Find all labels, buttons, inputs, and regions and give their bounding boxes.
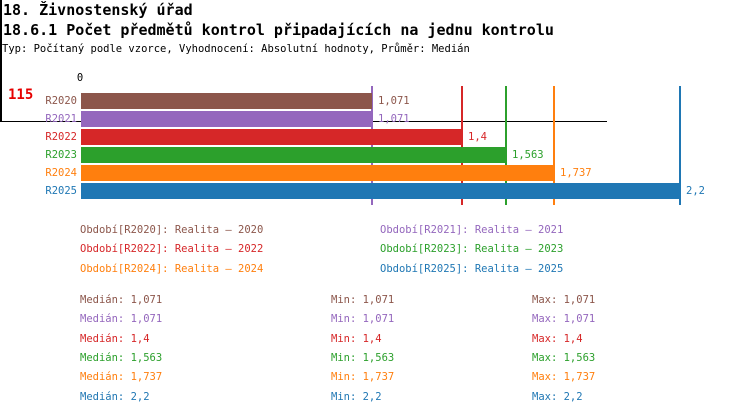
bar [81,111,372,127]
stat-cell-median: Medián: 1,4 [80,333,150,345]
bar [81,147,506,163]
stat-cell-min: Min: 2,2 [331,391,382,403]
bar-category-label: R2024 [45,167,77,179]
value-gridline [553,86,555,205]
legend-item: Období[R2022]: Realita – 2022 [80,243,264,255]
stat-cell-min: Min: 1,737 [331,371,395,383]
stat-cell-median: Medián: 2,2 [80,391,150,403]
bar-value-label: 2,2 [686,185,705,197]
stat-cell-max: Max: 1,071 [532,294,596,306]
bar-value-label: 1,737 [560,167,592,179]
stat-cell-min: Min: 1,071 [331,294,395,306]
bar [81,129,462,145]
stat-cell-min: Min: 1,563 [331,352,395,364]
value-gridline [505,86,507,205]
bar-category-label: R2023 [45,149,77,161]
report-subtitle: 18.6.1 Počet předmětů kontrol připadajíc… [3,21,554,39]
stat-cell-max: Max: 1,563 [532,352,596,364]
value-gridline [371,86,373,205]
bar-category-label: R2022 [45,131,77,143]
stat-cell-median: Medián: 1,563 [80,352,163,364]
bar-category-label: R2025 [45,185,77,197]
stat-cell-max: Max: 2,2 [532,391,583,403]
axis-origin-label: 0 [76,72,84,84]
bar-value-label: 1,071 [378,113,410,125]
legend-item: Období[R2020]: Realita – 2020 [80,224,264,236]
bar [81,93,372,109]
legend-item: Období[R2025]: Realita – 2025 [380,263,564,275]
stat-cell-median: Medián: 1,071 [80,294,163,306]
report-meta-line: Typ: Počítaný podle vzorce, Vyhodnocení:… [2,43,470,55]
bar-value-label: 1,071 [378,95,410,107]
legend-item: Období[R2021]: Realita – 2021 [380,224,564,236]
report-title: 18. Živnostenský úřad [3,1,193,19]
stat-cell-min: Min: 1,071 [331,313,395,325]
value-gridline [679,86,681,205]
y-axis-line [0,0,2,121]
value-gridline [461,86,463,205]
legend-item: Období[R2023]: Realita – 2023 [380,243,564,255]
bar-category-label: R2020 [45,95,77,107]
bar [81,165,554,181]
legend-item: Období[R2024]: Realita – 2024 [80,263,264,275]
stat-cell-median: Medián: 1,071 [80,313,163,325]
row-count-label: 115 [8,87,34,103]
stat-cell-min: Min: 1,4 [331,333,382,345]
bar [81,183,680,199]
stat-cell-max: Max: 1,4 [532,333,583,345]
bar-value-label: 1,563 [512,149,544,161]
stat-cell-median: Medián: 1,737 [80,371,163,383]
stat-cell-max: Max: 1,071 [532,313,596,325]
bar-value-label: 1,4 [468,131,487,143]
stat-cell-max: Max: 1,737 [532,371,596,383]
bar-category-label: R2021 [45,113,77,125]
